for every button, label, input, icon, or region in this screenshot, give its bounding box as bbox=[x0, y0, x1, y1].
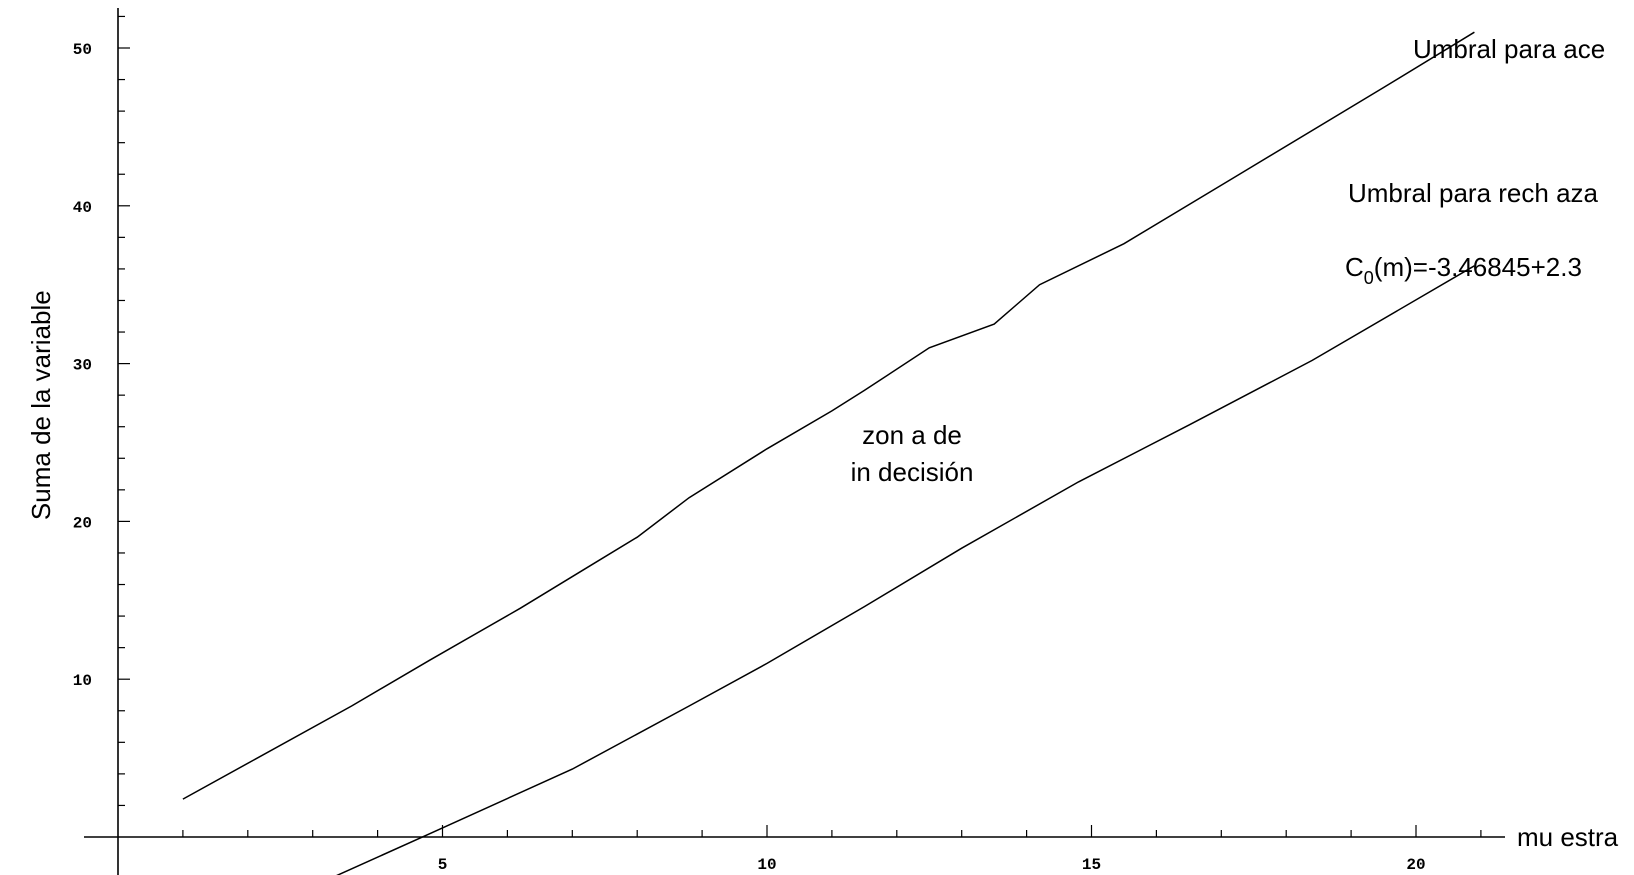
labels-group: 5 10 15 20 10 20 30 40 50 Suma de la variable mu e… bbox=[26, 34, 1619, 874]
annotation-acceptance-label: Umbral para ace bbox=[1413, 34, 1605, 64]
x-tick-label: 20 bbox=[1406, 856, 1425, 874]
x-tick-label: 15 bbox=[1082, 856, 1101, 874]
annotation-equation: C0(m)=-3.46845+2.3 bbox=[1345, 252, 1582, 288]
x-tick-label: 5 bbox=[438, 856, 448, 874]
y-tick-label: 50 bbox=[73, 41, 92, 59]
annotation-zone-line-1: zon a de bbox=[862, 420, 962, 450]
annotation-zone-line-2: in decisión bbox=[851, 457, 974, 487]
y-tick-label: 10 bbox=[73, 672, 92, 690]
series-line-rejection bbox=[336, 265, 1475, 875]
x-tick-label: 10 bbox=[757, 856, 776, 874]
ticks-group bbox=[118, 15, 1482, 837]
series-group bbox=[182, 31, 1475, 875]
series-line-acceptance bbox=[182, 31, 1475, 800]
y-tick-label: 20 bbox=[73, 514, 92, 532]
annotation-rejection-label: Umbral para rech aza bbox=[1348, 178, 1599, 208]
y-tick-label: 30 bbox=[73, 357, 92, 375]
y-axis-label: Suma de la variable bbox=[26, 290, 56, 520]
x-axis-label: mu estra bbox=[1517, 822, 1619, 852]
y-tick-label: 40 bbox=[73, 199, 92, 217]
axes-group bbox=[84, 8, 1505, 875]
